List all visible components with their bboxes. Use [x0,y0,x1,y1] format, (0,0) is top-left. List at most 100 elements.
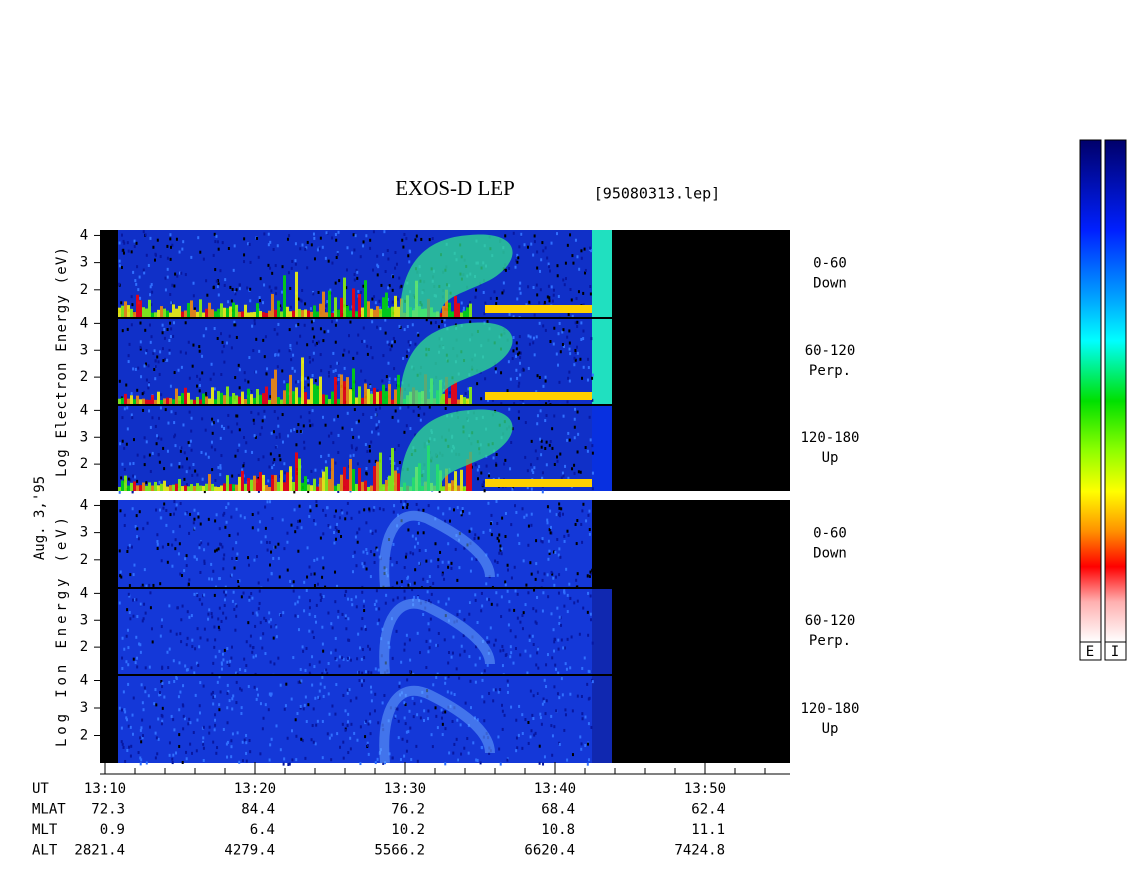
speckle [467,304,470,308]
speckle [279,613,282,617]
speckle [371,531,374,535]
spectrum-burst [343,381,346,404]
speckle [523,243,526,247]
speckle [407,528,410,532]
speckle [227,502,230,506]
spectrum-burst [217,486,220,491]
speckle [366,743,369,747]
speckle [428,599,431,603]
speckle [499,649,502,653]
speckle [414,568,417,572]
speckle [536,250,539,254]
speckle [494,370,497,374]
spectrum-burst [337,398,340,404]
speckle [570,298,573,302]
speckle [262,338,265,342]
speckle [574,238,577,242]
speckle [346,688,349,692]
speckle [577,470,580,474]
speckle [216,285,219,289]
speckle [268,465,271,469]
speckle [163,336,166,340]
spectrum-end [592,500,612,587]
speckle [530,729,533,733]
speckle [173,679,176,683]
speckle [531,713,534,717]
spectrum-burst [319,303,322,317]
speckle [402,356,405,360]
speckle [356,351,359,355]
x-tick-label: 13:40 [534,781,576,797]
spectrum-burst [361,481,364,491]
speckle [538,761,541,765]
spectrum-burst [118,486,121,491]
speckle [225,590,228,594]
speckle [149,425,152,429]
speckle [561,330,564,334]
speckle [416,713,419,717]
speckle [169,629,172,633]
spectrum-burst [208,302,211,317]
speckle [581,509,584,513]
speckle [369,384,372,388]
speckle [545,463,548,467]
speckle [303,323,306,327]
speckle [286,540,289,544]
spectrum-burst [391,447,394,491]
speckle [245,751,248,755]
speckle [444,406,447,410]
speckle [561,342,564,346]
spectrum-burst [334,485,337,491]
speckle [255,611,258,615]
speckle [145,584,148,588]
speckle [150,627,153,631]
speckle [297,628,300,632]
speckle [297,680,300,684]
speckle [538,269,541,273]
speckle [226,647,229,651]
speckle [349,658,352,662]
speckle [294,718,297,722]
speckle [410,758,413,762]
speckle [579,470,582,474]
speckle [240,711,243,715]
speckle [559,452,562,456]
speckle [547,595,550,599]
speckle [482,530,485,534]
speckle [541,702,544,706]
speckle [569,692,572,696]
speckle [216,680,219,684]
speckle [584,268,587,272]
speckle [468,511,471,515]
speckle [161,666,164,670]
speckle [422,508,425,512]
speckle [188,376,191,380]
speckle [359,646,362,650]
speckle [143,568,146,572]
speckle [291,758,294,762]
speckle [193,526,196,530]
speckle [324,423,327,427]
speckle [342,353,345,357]
speckle [365,472,368,476]
speckle [136,535,139,539]
speckle [368,444,371,448]
spectrum-burst [247,388,250,404]
speckle [371,320,374,324]
speckle [554,550,557,554]
speckle [550,714,553,718]
speckle [468,612,471,616]
speckle [203,593,206,597]
spectrum-burst [139,300,142,317]
speckle [450,691,453,695]
speckle [499,762,502,766]
speckle [274,353,277,357]
speckle [344,709,347,713]
spectrum-burst [259,472,262,491]
speckle [329,365,332,369]
speckle [221,340,224,344]
speckle [327,259,330,263]
colorbar-electron [1079,139,1102,643]
speckle [380,283,383,287]
speckle [313,584,316,588]
